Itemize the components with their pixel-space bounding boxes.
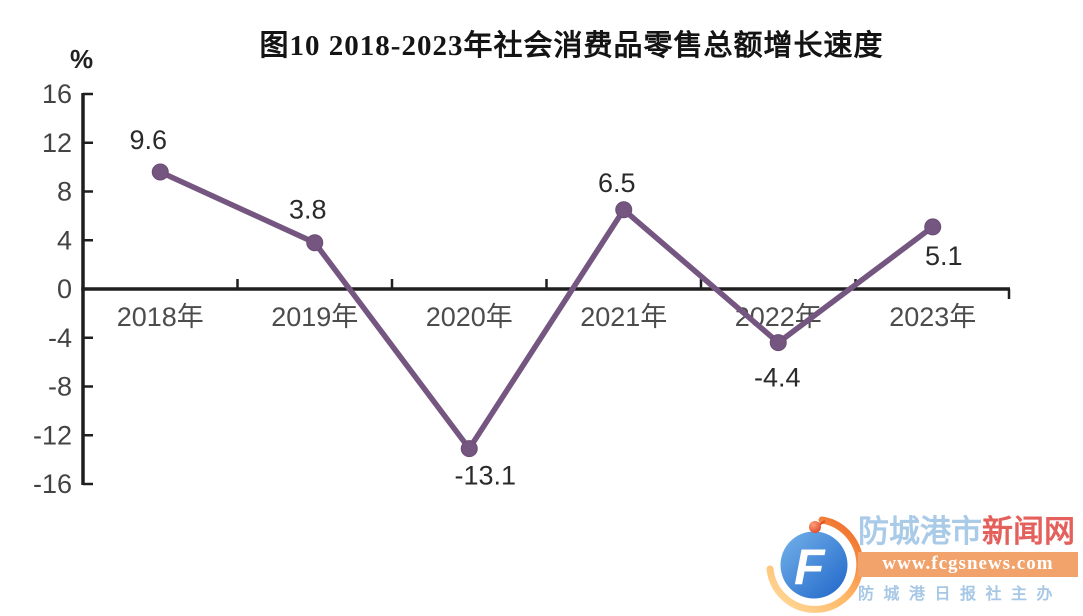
x-axis-category-label: 2019年 <box>271 302 358 332</box>
y-axis-tick-label: 12 <box>42 128 72 158</box>
x-axis-category-label: 2020年 <box>426 302 513 332</box>
logo-letter-f: F <box>794 539 826 595</box>
watermark: F 防城港市新闻网 www.fcgsnews.com 防城港日报社主办 <box>764 514 1078 614</box>
logo-dot <box>809 521 821 533</box>
watermark-publisher: 防城港日报社主办 <box>858 586 1063 603</box>
data-point-label: 3.8 <box>289 195 327 225</box>
data-point-label: 9.6 <box>129 125 167 155</box>
watermark-site-name-suffix: 新闻网 <box>982 514 1075 549</box>
data-point-label: 6.5 <box>598 168 636 198</box>
y-axis-tick-label: 0 <box>57 274 72 304</box>
data-point-label: 5.1 <box>925 241 963 271</box>
y-axis-tick-label: -16 <box>33 469 72 499</box>
x-axis-category-label: 2021年 <box>580 302 667 332</box>
chart-title: 图10 2018-2023年社会消费品零售总额增长速度 <box>259 30 884 62</box>
watermark-text-block: 防城港市新闻网 www.fcgsnews.com 防城港日报社主办 <box>858 514 1078 604</box>
watermark-url: www.fcgsnews.com <box>858 552 1078 577</box>
y-axis-tick-label: 8 <box>57 177 72 207</box>
data-series-line <box>157 169 936 452</box>
y-axis-tick-label: -4 <box>48 323 72 353</box>
data-point-label: -4.4 <box>754 363 801 393</box>
data-point-marker <box>151 163 169 181</box>
logo-circle <box>780 531 848 599</box>
y-axis-tick-label: -8 <box>48 372 72 402</box>
watermark-site-name-prefix: 防城港市 <box>858 514 982 549</box>
y-axis-tick-label: 4 <box>57 225 72 255</box>
data-point-marker <box>615 201 633 219</box>
data-point-label: -13.1 <box>454 461 516 491</box>
y-axis-tick-label: -12 <box>33 420 72 450</box>
data-point-marker <box>306 234 324 252</box>
x-axis-category-label: 2023年 <box>889 302 976 332</box>
data-point-marker <box>924 218 942 236</box>
data-point-marker <box>769 334 787 352</box>
watermark-site-name: 防城港市新闻网 <box>858 514 1078 550</box>
y-axis-tick-label: 16 <box>42 79 72 109</box>
x-axis-category-label: 2018年 <box>117 302 204 332</box>
y-axis-unit-label: % <box>70 44 94 74</box>
logo-swoosh <box>766 516 864 613</box>
watermark-logo-icon: F <box>766 516 864 613</box>
data-point-marker <box>460 440 478 458</box>
